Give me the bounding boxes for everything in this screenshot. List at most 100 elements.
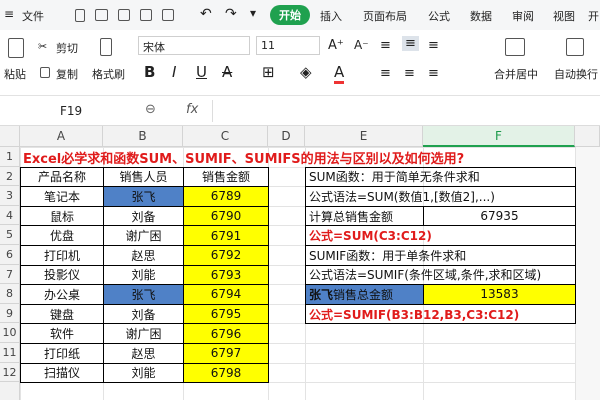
table-cell: 办公桌 — [20, 284, 104, 305]
file-menu[interactable]: 文件 — [22, 10, 44, 23]
table-header: 产品名称 — [20, 166, 104, 188]
row-header[interactable]: 8 — [0, 284, 20, 304]
row-header[interactable]: 1 — [0, 147, 20, 167]
fill-button[interactable]: ◈ — [300, 63, 312, 81]
note-cell: SUMIF函数：用于单条件求和 — [305, 245, 576, 266]
column-header[interactable]: F — [423, 126, 575, 147]
note-cell: 公式语法=SUM(数值1,[数值2],...) — [305, 186, 576, 207]
column-header[interactable]: B — [103, 126, 183, 147]
column-header[interactable]: A — [20, 126, 103, 147]
align-right[interactable]: ≡ — [428, 66, 439, 81]
ribbon-tab[interactable]: 视图 — [553, 10, 575, 23]
sheet-outside — [576, 147, 600, 400]
table-cell: 打印纸 — [20, 343, 104, 364]
row-header — [0, 382, 20, 400]
italic-button[interactable]: I — [172, 63, 177, 81]
table-cell: 张飞 — [103, 284, 184, 305]
fx-label[interactable]: fx — [186, 102, 199, 117]
wrap-button[interactable]: 自动换行 — [554, 68, 598, 81]
font-color-button[interactable]: A — [334, 63, 345, 84]
row-header[interactable]: 3 — [0, 186, 20, 206]
new-icon[interactable] — [75, 9, 85, 22]
strike-button[interactable]: A — [222, 63, 233, 81]
row-header[interactable]: 11 — [0, 343, 20, 363]
row-header[interactable]: 2 — [0, 166, 20, 187]
ribbon-tab[interactable]: 页面布局 — [363, 10, 407, 23]
table-cell: 6798 — [183, 362, 269, 384]
corner-header — [0, 126, 20, 147]
wrap-icon — [566, 38, 584, 56]
note-value: 13583 — [423, 284, 576, 305]
underline-button[interactable]: U — [196, 63, 207, 81]
table-cell: 赵思 — [103, 343, 184, 364]
align-center[interactable]: ≡ — [404, 66, 415, 81]
format-painter-icon — [100, 38, 112, 56]
table-header: 销售金额 — [183, 166, 269, 188]
font-shrink[interactable]: A⁻ — [354, 38, 369, 52]
align-top[interactable]: ≡ — [380, 38, 391, 53]
row-header[interactable]: 7 — [0, 264, 20, 285]
name-text: 张飞 — [309, 287, 334, 302]
row-header[interactable]: 6 — [0, 245, 20, 265]
undo-button[interactable]: ↶ — [200, 6, 212, 22]
ribbon-tab[interactable]: 审阅 — [512, 10, 534, 23]
row-header[interactable]: 10 — [0, 323, 20, 343]
ribbon-tab[interactable]: 数据 — [470, 10, 492, 23]
ribbon-tab[interactable]: 开始 — [270, 5, 310, 25]
ribbon-tab[interactable]: 开 — [588, 10, 599, 23]
table-cell: 6793 — [183, 264, 269, 286]
preview-icon[interactable] — [162, 9, 174, 21]
row-header[interactable]: 4 — [0, 205, 20, 226]
formula-input[interactable] — [212, 100, 600, 122]
name-box[interactable]: F19 — [60, 104, 83, 118]
menu-icon[interactable]: ≡ — [4, 7, 15, 21]
table-cell: 谢广困 — [103, 323, 184, 344]
format-painter-button[interactable]: 格式刷 — [92, 68, 125, 81]
row-header[interactable]: 5 — [0, 225, 20, 245]
zoom-icon[interactable]: ⊖ — [145, 102, 156, 117]
table-cell: 键盘 — [20, 303, 104, 325]
table-cell: 软件 — [20, 323, 104, 344]
align-left[interactable]: ≡ — [380, 66, 391, 81]
align-bottom[interactable]: ≡ — [428, 38, 439, 53]
merge-icon — [505, 38, 525, 56]
border-button[interactable]: ⊞ — [262, 63, 275, 81]
print-icon[interactable] — [140, 9, 152, 21]
save-icon[interactable] — [118, 9, 130, 21]
paste-icon[interactable] — [8, 38, 24, 58]
row-header[interactable]: 9 — [0, 303, 20, 324]
redo-button[interactable]: ↷ — [225, 6, 237, 22]
copy-button[interactable]: 复制 — [56, 68, 78, 81]
align-middle[interactable]: ≡ — [402, 36, 419, 51]
note-cell: 计算总销售金额 — [305, 205, 424, 227]
paste-button[interactable]: 粘贴 — [4, 68, 26, 81]
formula-note: 公式=SUM(C3:C12) — [305, 225, 576, 246]
table-cell: 6797 — [183, 343, 269, 364]
column-header[interactable]: D — [268, 126, 305, 147]
table-cell: 6791 — [183, 225, 269, 246]
ribbon-tab[interactable]: 公式 — [428, 10, 450, 23]
font-grow[interactable]: A⁺ — [328, 38, 344, 53]
table-cell: 笔记本 — [20, 186, 104, 207]
note-cell: 张飞 销售总金额 — [305, 284, 424, 305]
font-select[interactable]: 宋体 — [138, 36, 250, 55]
table-cell: 谢广困 — [103, 225, 184, 246]
cut-button[interactable]: 剪切 — [56, 42, 78, 55]
column-header[interactable]: E — [305, 126, 423, 147]
merge-button[interactable]: 合并居中 — [494, 68, 538, 81]
more-button[interactable]: ▾ — [250, 6, 257, 20]
column-header[interactable]: C — [183, 126, 268, 147]
bold-button[interactable]: B — [144, 63, 156, 81]
table-cell: 刘备 — [103, 303, 184, 325]
row-header[interactable]: 12 — [0, 362, 20, 383]
font-size-select[interactable]: 11 — [256, 36, 320, 55]
table-cell: 刘能 — [103, 362, 184, 384]
ribbon-tab[interactable]: 插入 — [320, 10, 342, 23]
grid-line — [20, 362, 600, 364]
grid-line — [20, 343, 600, 344]
table-cell: 打印机 — [20, 245, 104, 266]
open-icon[interactable] — [95, 9, 108, 21]
formula-note: 公式=SUMIF(B3:B12,B3,C3:C12) — [305, 303, 576, 325]
table-cell: 6790 — [183, 205, 269, 227]
